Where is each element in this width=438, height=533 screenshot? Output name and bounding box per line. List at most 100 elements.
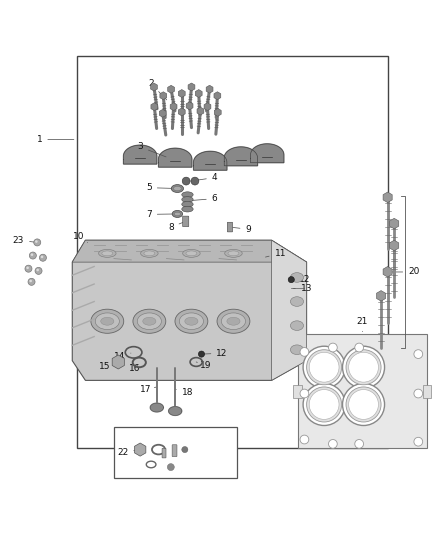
Circle shape [167, 464, 174, 471]
FancyBboxPatch shape [183, 216, 189, 227]
Circle shape [355, 343, 364, 352]
Text: 12: 12 [204, 349, 228, 358]
Polygon shape [150, 403, 163, 412]
Ellipse shape [102, 251, 113, 256]
Text: 2: 2 [148, 79, 167, 100]
Text: 11: 11 [265, 249, 286, 258]
Circle shape [300, 435, 309, 444]
Circle shape [31, 253, 33, 256]
Text: 20: 20 [392, 268, 420, 277]
Circle shape [25, 265, 32, 272]
Circle shape [346, 350, 381, 385]
Circle shape [328, 343, 337, 352]
Text: 13: 13 [293, 284, 312, 293]
Ellipse shape [290, 345, 304, 354]
Ellipse shape [174, 212, 180, 216]
Ellipse shape [227, 317, 240, 325]
Circle shape [346, 387, 381, 422]
Polygon shape [224, 147, 258, 166]
Circle shape [414, 437, 423, 446]
Polygon shape [178, 108, 185, 116]
Bar [423, 385, 431, 398]
Bar [293, 385, 302, 398]
Ellipse shape [171, 184, 184, 192]
Text: 19: 19 [196, 361, 212, 370]
Circle shape [26, 266, 29, 269]
Text: 4: 4 [193, 173, 217, 182]
Ellipse shape [186, 251, 197, 256]
Polygon shape [168, 85, 174, 93]
Bar [77, 56, 388, 448]
Polygon shape [188, 83, 195, 91]
Text: 12: 12 [291, 274, 310, 284]
Circle shape [328, 440, 337, 448]
Text: 5: 5 [146, 183, 175, 192]
Polygon shape [178, 90, 185, 98]
Circle shape [309, 390, 339, 419]
Text: 7: 7 [146, 210, 175, 219]
Circle shape [182, 177, 190, 185]
Polygon shape [383, 192, 392, 203]
Circle shape [309, 352, 339, 382]
Circle shape [303, 383, 345, 425]
Polygon shape [214, 108, 221, 116]
Ellipse shape [143, 317, 156, 325]
Text: 15: 15 [99, 362, 116, 371]
Ellipse shape [133, 309, 166, 333]
Circle shape [414, 389, 423, 398]
Circle shape [343, 346, 385, 388]
Text: 6: 6 [190, 194, 218, 203]
Text: 21: 21 [357, 317, 368, 332]
Ellipse shape [173, 187, 181, 191]
Ellipse shape [144, 251, 155, 256]
Circle shape [35, 240, 38, 243]
Ellipse shape [101, 317, 114, 325]
Circle shape [343, 383, 385, 425]
Polygon shape [151, 103, 158, 111]
Polygon shape [383, 266, 392, 277]
Circle shape [34, 239, 41, 246]
Circle shape [182, 447, 188, 453]
Circle shape [414, 350, 423, 359]
Polygon shape [204, 103, 211, 110]
Circle shape [198, 351, 205, 357]
Ellipse shape [175, 309, 208, 333]
Ellipse shape [217, 309, 250, 333]
Ellipse shape [221, 313, 245, 329]
Polygon shape [170, 103, 177, 110]
Circle shape [41, 255, 43, 258]
Polygon shape [112, 355, 124, 369]
Ellipse shape [99, 249, 116, 257]
Ellipse shape [137, 313, 161, 329]
Circle shape [349, 390, 378, 419]
Polygon shape [186, 102, 193, 110]
Polygon shape [159, 148, 192, 167]
Polygon shape [151, 83, 157, 91]
Ellipse shape [95, 313, 119, 329]
Text: 3: 3 [137, 142, 166, 157]
Polygon shape [195, 90, 202, 98]
Polygon shape [160, 92, 167, 100]
Ellipse shape [185, 317, 198, 325]
Text: 17: 17 [140, 385, 157, 394]
Ellipse shape [182, 197, 193, 203]
Polygon shape [72, 240, 307, 262]
Circle shape [300, 348, 309, 356]
FancyBboxPatch shape [162, 448, 166, 458]
Polygon shape [159, 109, 166, 117]
Text: 16: 16 [129, 364, 141, 373]
Text: 8: 8 [168, 222, 183, 231]
Ellipse shape [182, 192, 193, 198]
Text: 23: 23 [13, 236, 35, 245]
Bar [298, 334, 427, 448]
Polygon shape [251, 144, 284, 163]
Ellipse shape [91, 309, 124, 333]
FancyBboxPatch shape [227, 222, 233, 232]
Circle shape [36, 269, 39, 271]
Polygon shape [377, 290, 385, 301]
Circle shape [191, 177, 199, 185]
Polygon shape [390, 240, 399, 251]
Ellipse shape [182, 201, 193, 207]
Text: 10: 10 [73, 232, 88, 243]
Ellipse shape [141, 249, 158, 257]
